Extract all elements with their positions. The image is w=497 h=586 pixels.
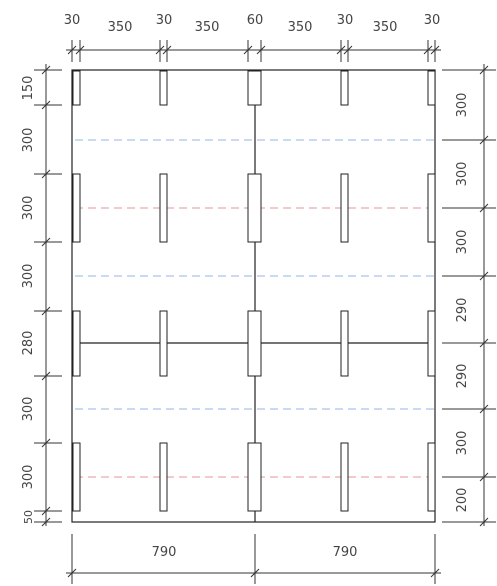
bottom-dim-label: 790 — [333, 545, 358, 560]
stud — [159, 173, 168, 243]
left-dim-label: 300 — [21, 128, 36, 153]
top-dim-label: 350 — [108, 20, 133, 35]
stud — [159, 442, 168, 512]
dimension-ticks — [67, 40, 440, 62]
outer-frame — [71, 69, 436, 523]
dimension-ticks — [442, 65, 496, 527]
top-dim-label: 30 — [156, 13, 173, 28]
top-dimension-chain: 30 350 30 350 60 350 30 350 30 — [64, 13, 441, 62]
stud — [340, 442, 349, 512]
top-dim-label: 30 — [64, 13, 81, 28]
stud — [72, 173, 81, 243]
right-dim-label: 200 — [455, 488, 470, 513]
right-dim-label: 290 — [455, 298, 470, 323]
right-dim-label: 290 — [455, 364, 470, 389]
stud — [340, 70, 349, 106]
stud — [340, 310, 349, 377]
stud — [340, 173, 349, 243]
stud — [247, 173, 262, 243]
left-dim-label: 50 — [22, 510, 35, 524]
top-dim-label: 60 — [247, 13, 264, 28]
left-dim-label: 300 — [21, 465, 36, 490]
top-dim-label: 350 — [195, 20, 220, 35]
stud — [427, 70, 436, 106]
left-dimension-chain: 150 300 300 300 280 300 300 50 — [21, 64, 62, 527]
top-dim-label: 30 — [424, 13, 441, 28]
stud — [247, 310, 262, 377]
right-dimension-chain: 300 300 300 290 290 300 200 — [442, 64, 496, 527]
top-dim-label: 350 — [288, 20, 313, 35]
dimension-ticks — [67, 534, 440, 584]
right-dim-label: 300 — [455, 431, 470, 456]
left-dim-label: 300 — [21, 264, 36, 289]
stud — [247, 442, 262, 512]
top-dim-label: 350 — [373, 20, 398, 35]
right-dim-label: 300 — [455, 162, 470, 187]
stud — [427, 173, 436, 243]
stud — [72, 442, 81, 512]
vertical-members — [72, 70, 436, 512]
stud — [159, 70, 168, 106]
left-dim-label: 300 — [21, 397, 36, 422]
bottom-dimension-chain: 790 790 — [66, 534, 441, 584]
left-dim-label: 300 — [21, 196, 36, 221]
stud — [427, 310, 436, 377]
top-dim-label: 30 — [337, 13, 354, 28]
right-dim-label: 300 — [455, 93, 470, 118]
bottom-dim-label: 790 — [152, 545, 177, 560]
dimension-ticks — [34, 65, 62, 527]
right-dim-label: 300 — [455, 230, 470, 255]
left-dim-label: 150 — [21, 76, 36, 101]
stud — [247, 70, 262, 106]
guide-lines — [75, 139, 435, 478]
stud — [427, 442, 436, 512]
stud — [72, 310, 81, 377]
stud — [159, 310, 168, 377]
stud — [72, 70, 81, 106]
left-dim-label: 280 — [21, 331, 36, 356]
